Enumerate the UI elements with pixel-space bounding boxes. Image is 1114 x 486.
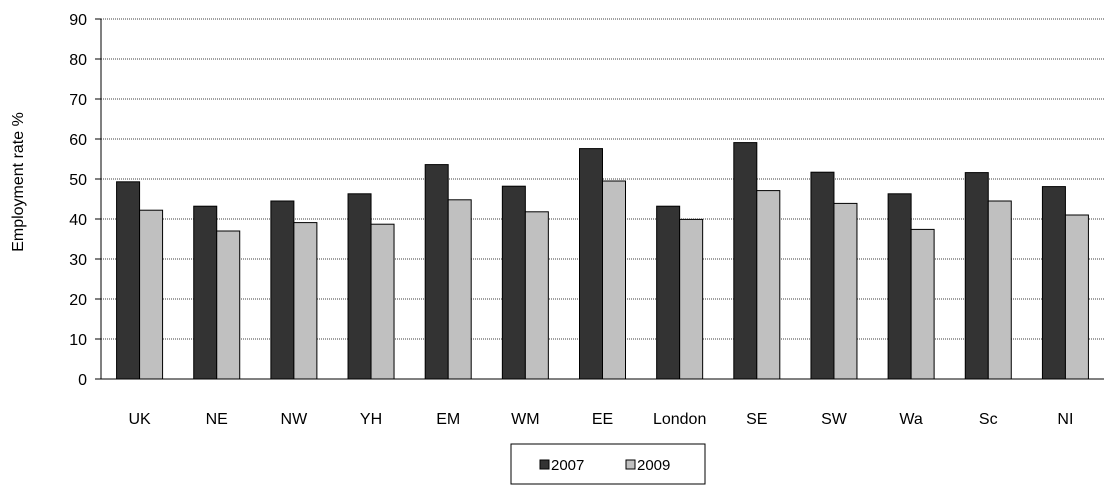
x-tick-label-uk: UK [128, 411, 151, 428]
y-tick-label-30: 30 [69, 252, 87, 269]
x-axis-labels: UK NE NW YH EM WM EE London SE SW Wa Sc NI [128, 411, 1073, 428]
y-tick-label-0: 0 [78, 372, 87, 389]
y-tick-label-10: 10 [69, 332, 87, 349]
bar-uk-2007 [116, 181, 141, 380]
bar-em-2009 [447, 199, 472, 380]
y-tick-label-70: 70 [69, 92, 87, 109]
bar-sw-2007 [810, 171, 835, 380]
x-tick-label-em: EM [436, 411, 460, 428]
x-tick-label-ne: NE [206, 411, 228, 428]
y-tick-label-20: 20 [69, 292, 87, 309]
bar-wa-2007 [887, 193, 912, 380]
x-tick-label-wm: WM [511, 411, 539, 428]
bar-wm-2007 [501, 185, 526, 380]
bar-sc-2007 [964, 172, 989, 380]
x-tick-label-wa: Wa [899, 411, 923, 428]
bar-se-2009 [756, 190, 781, 380]
bar-london-2007 [656, 205, 681, 380]
bar-sc-2009 [987, 200, 1012, 380]
legend: 2007 2009 [510, 443, 706, 485]
y-axis-ticks: 0 10 20 30 40 50 60 70 80 90 [69, 12, 101, 389]
bar-wm-2009 [524, 211, 549, 380]
y-tick-label-50: 50 [69, 172, 87, 189]
legend-label-2009: 2009 [637, 457, 670, 474]
x-tick-label-london: London [653, 411, 706, 428]
y-tick-label-60: 60 [69, 132, 87, 149]
y-axis-title: Employment rate % [10, 112, 27, 252]
x-tick-label-ee: EE [592, 411, 613, 428]
x-tick-label-sw: SW [821, 411, 848, 428]
bar-ni-2007 [1041, 186, 1066, 380]
bar-uk-2009 [139, 209, 164, 380]
bars [116, 142, 1089, 380]
bar-se-2007 [733, 142, 758, 380]
bar-nw-2007 [270, 200, 295, 380]
bar-em-2007 [424, 164, 449, 380]
bar-yh-2009 [370, 223, 395, 380]
y-tick-label-40: 40 [69, 212, 87, 229]
bar-wa-2009 [910, 228, 935, 380]
bar-ee-2009 [602, 180, 626, 380]
x-tick-label-yh: YH [360, 411, 382, 428]
x-tick-label-nw: NW [281, 411, 309, 428]
bar-nw-2009 [293, 222, 318, 380]
legend-swatch-2007 [539, 459, 550, 470]
x-tick-label-ni: NI [1057, 411, 1073, 428]
bar-yh-2007 [347, 193, 372, 380]
y-tick-label-80: 80 [69, 52, 87, 69]
bar-ne-2007 [193, 205, 218, 380]
y-tick-label-90: 90 [69, 12, 87, 29]
bar-ne-2009 [216, 230, 241, 380]
bar-ee-2007 [579, 148, 603, 380]
bar-london-2009 [679, 218, 704, 380]
legend-swatch-2009 [625, 459, 636, 470]
x-tick-label-sc: Sc [979, 411, 998, 428]
bar-ni-2009 [1064, 214, 1089, 380]
x-tick-label-se: SE [746, 411, 767, 428]
bar-sw-2009 [833, 202, 858, 380]
legend-label-2007: 2007 [551, 457, 584, 474]
